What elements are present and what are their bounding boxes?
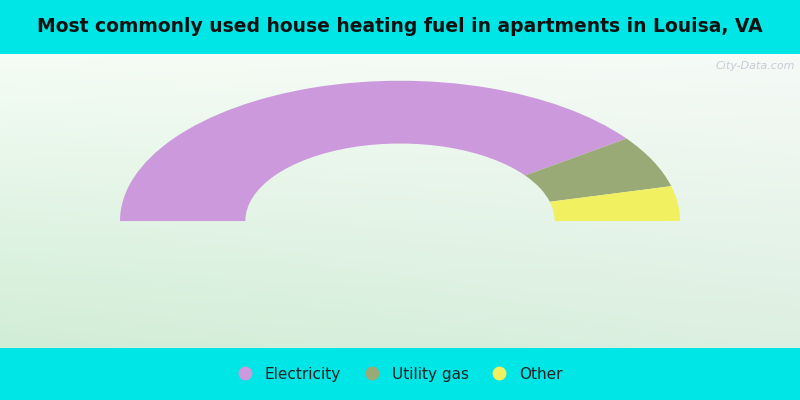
Text: Most commonly used house heating fuel in apartments in Louisa, VA: Most commonly used house heating fuel in… [37, 18, 763, 36]
Wedge shape [525, 138, 671, 202]
Legend: Electricity, Utility gas, Other: Electricity, Utility gas, Other [233, 362, 567, 386]
Wedge shape [550, 186, 680, 221]
Text: City-Data.com: City-Data.com [715, 61, 794, 71]
Wedge shape [120, 81, 626, 221]
